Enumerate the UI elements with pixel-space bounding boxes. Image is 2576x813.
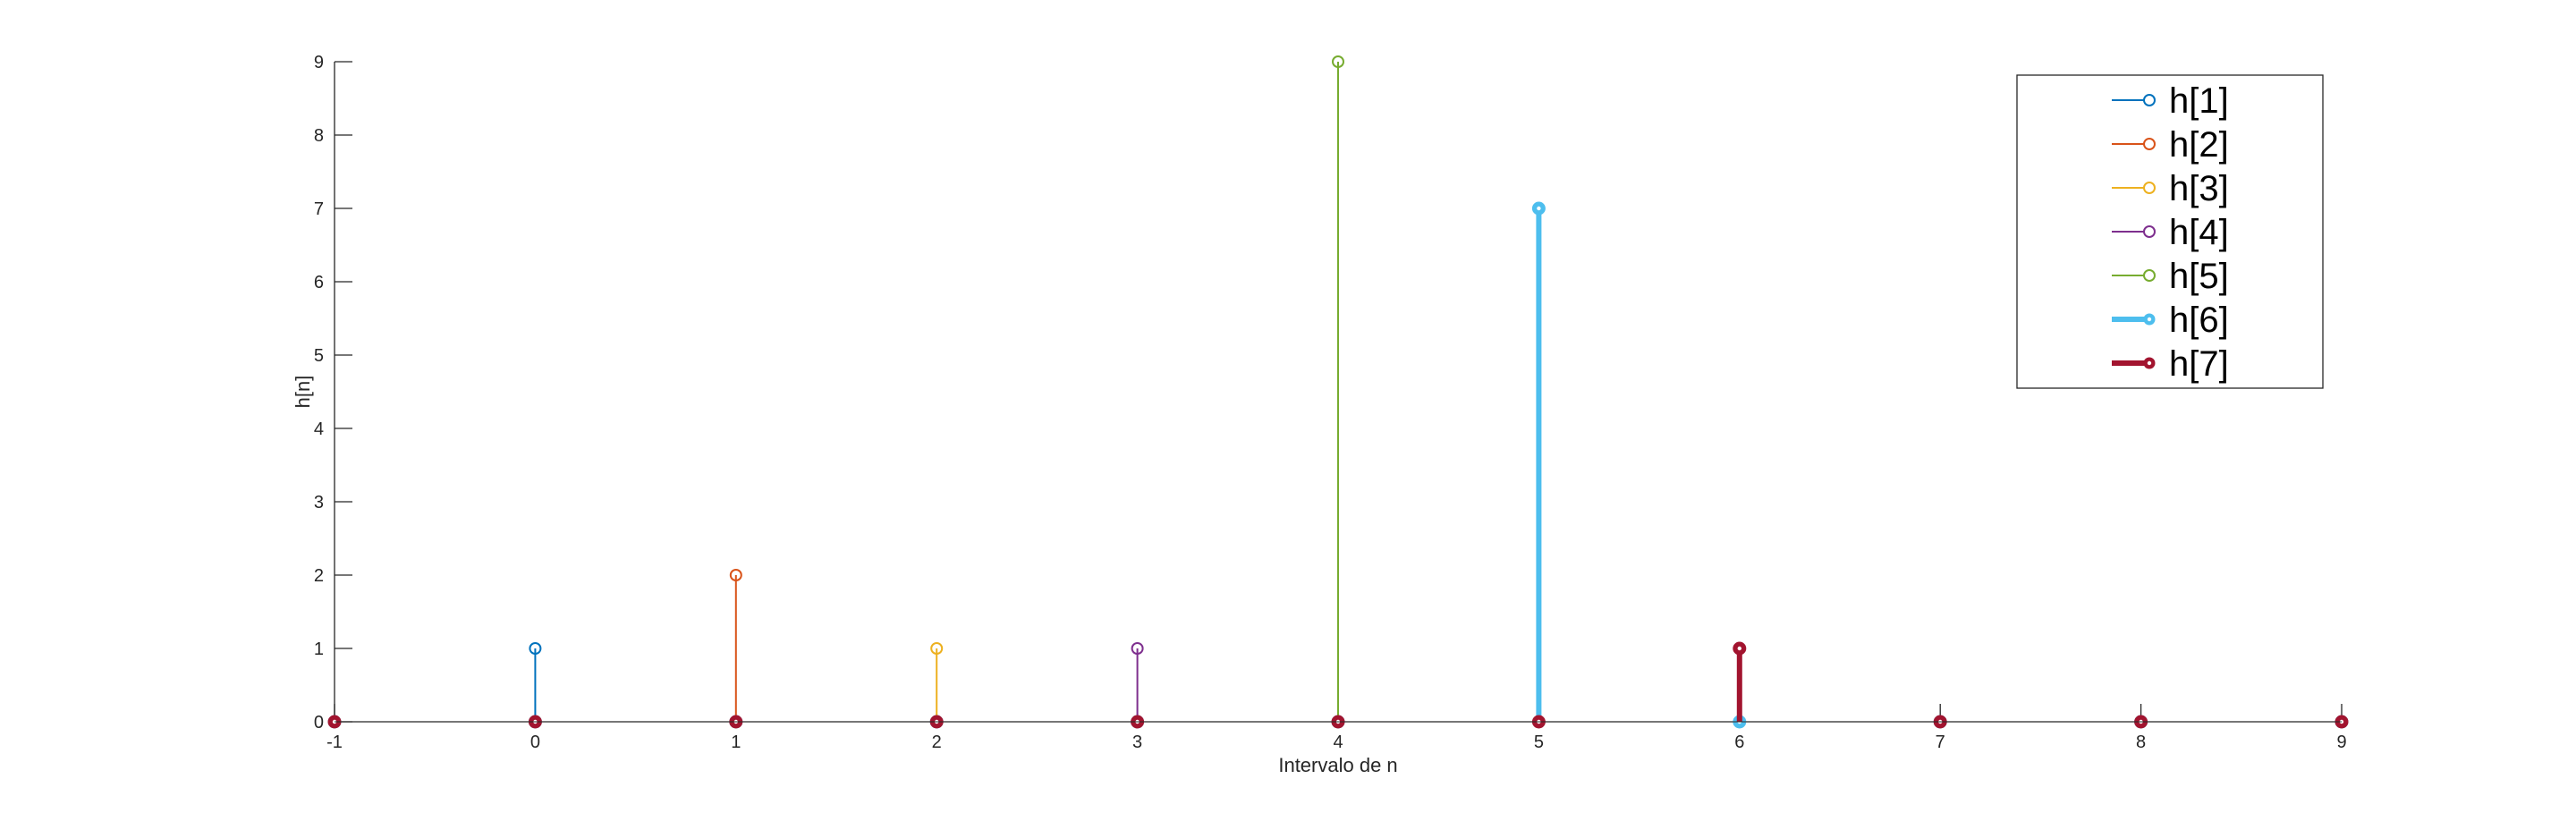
stem-marker-center (1737, 646, 1742, 651)
legend-label: h[3] (2169, 169, 2229, 208)
legend-item: h[5] (2112, 257, 2229, 296)
legend-item: h[3] (2112, 169, 2229, 208)
x-tick-label: 4 (1333, 733, 1343, 752)
stem-marker (930, 642, 944, 655)
y-tick-label: 2 (314, 566, 324, 586)
y-tick-label: 9 (314, 53, 324, 72)
stems-layer (327, 55, 2349, 729)
y-axis-label: h[n] (292, 376, 314, 409)
legend-item: h[6] (2112, 301, 2229, 340)
x-tick-label: 5 (1534, 733, 1544, 752)
x-tick-label: -1 (326, 733, 343, 752)
y-tick-label: 0 (314, 713, 324, 733)
legend-label: h[1] (2169, 81, 2229, 121)
legend-item: h[2] (2112, 125, 2229, 165)
y-tick-label: 3 (314, 493, 324, 512)
legend-marker-center (2147, 317, 2152, 322)
legend-item: h[4] (2112, 213, 2229, 252)
legend-label: h[6] (2169, 301, 2229, 340)
legend-marker-center (2147, 360, 2152, 366)
y-tick-label: 4 (314, 419, 324, 439)
legend-marker (2143, 182, 2156, 194)
x-axis-label: Intervalo de n (1278, 754, 1397, 776)
legend-label: h[4] (2169, 213, 2229, 252)
stem-marker (1131, 642, 1144, 655)
legend-marker (2143, 269, 2156, 282)
x-tick-label: 2 (932, 733, 942, 752)
x-tick-label: 7 (1936, 733, 1945, 752)
x-tick-label: 3 (1132, 733, 1142, 752)
stem-marker (529, 642, 542, 655)
legend-marker (2143, 94, 2156, 106)
y-tick-label: 8 (314, 126, 324, 146)
y-tick-label: 1 (314, 639, 324, 659)
x-tick-label: 1 (731, 733, 741, 752)
legend-item: h[7] (2112, 344, 2229, 384)
stem-marker (1332, 55, 1344, 68)
y-tick-label: 5 (314, 346, 324, 366)
y-tick-label: 6 (314, 273, 324, 292)
series-h[7] (327, 641, 2349, 729)
legend-item: h[1] (2112, 81, 2229, 121)
legend-box (2016, 74, 2324, 389)
legend-label: h[2] (2169, 125, 2229, 165)
x-tick-label: 8 (2136, 733, 2146, 752)
legend-marker (2143, 225, 2156, 238)
legend-label: h[5] (2169, 257, 2229, 296)
x-tick-label: 6 (1734, 733, 1744, 752)
stem-marker (729, 569, 742, 581)
legend-marker (2143, 138, 2156, 150)
legend: h[1]h[2] h[3] h[4] h[5] h[6] h[7] (2016, 74, 2324, 389)
stem-marker-center (1537, 206, 1541, 211)
x-tick-label: 9 (2336, 733, 2346, 752)
legend-label: h[7] (2169, 344, 2229, 384)
y-tick-label: 7 (314, 199, 324, 219)
x-tick-label: 0 (530, 733, 540, 752)
